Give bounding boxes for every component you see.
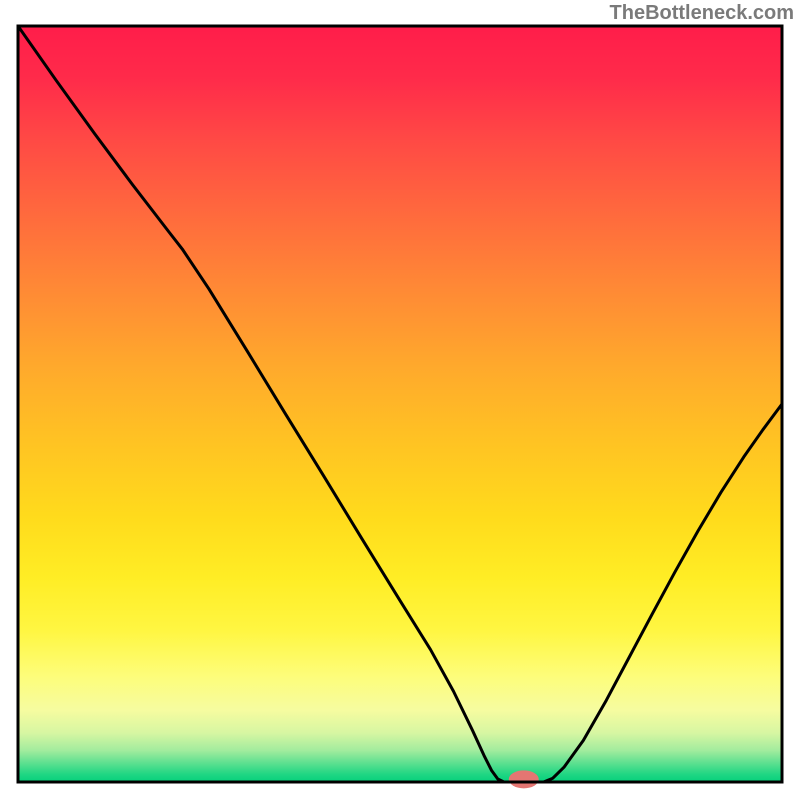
gradient-background [18,26,782,782]
attribution-label: TheBottleneck.com [610,0,800,25]
optimum-marker [509,770,539,788]
chart-container: TheBottleneck.com [0,0,800,800]
bottleneck-chart [0,0,800,800]
